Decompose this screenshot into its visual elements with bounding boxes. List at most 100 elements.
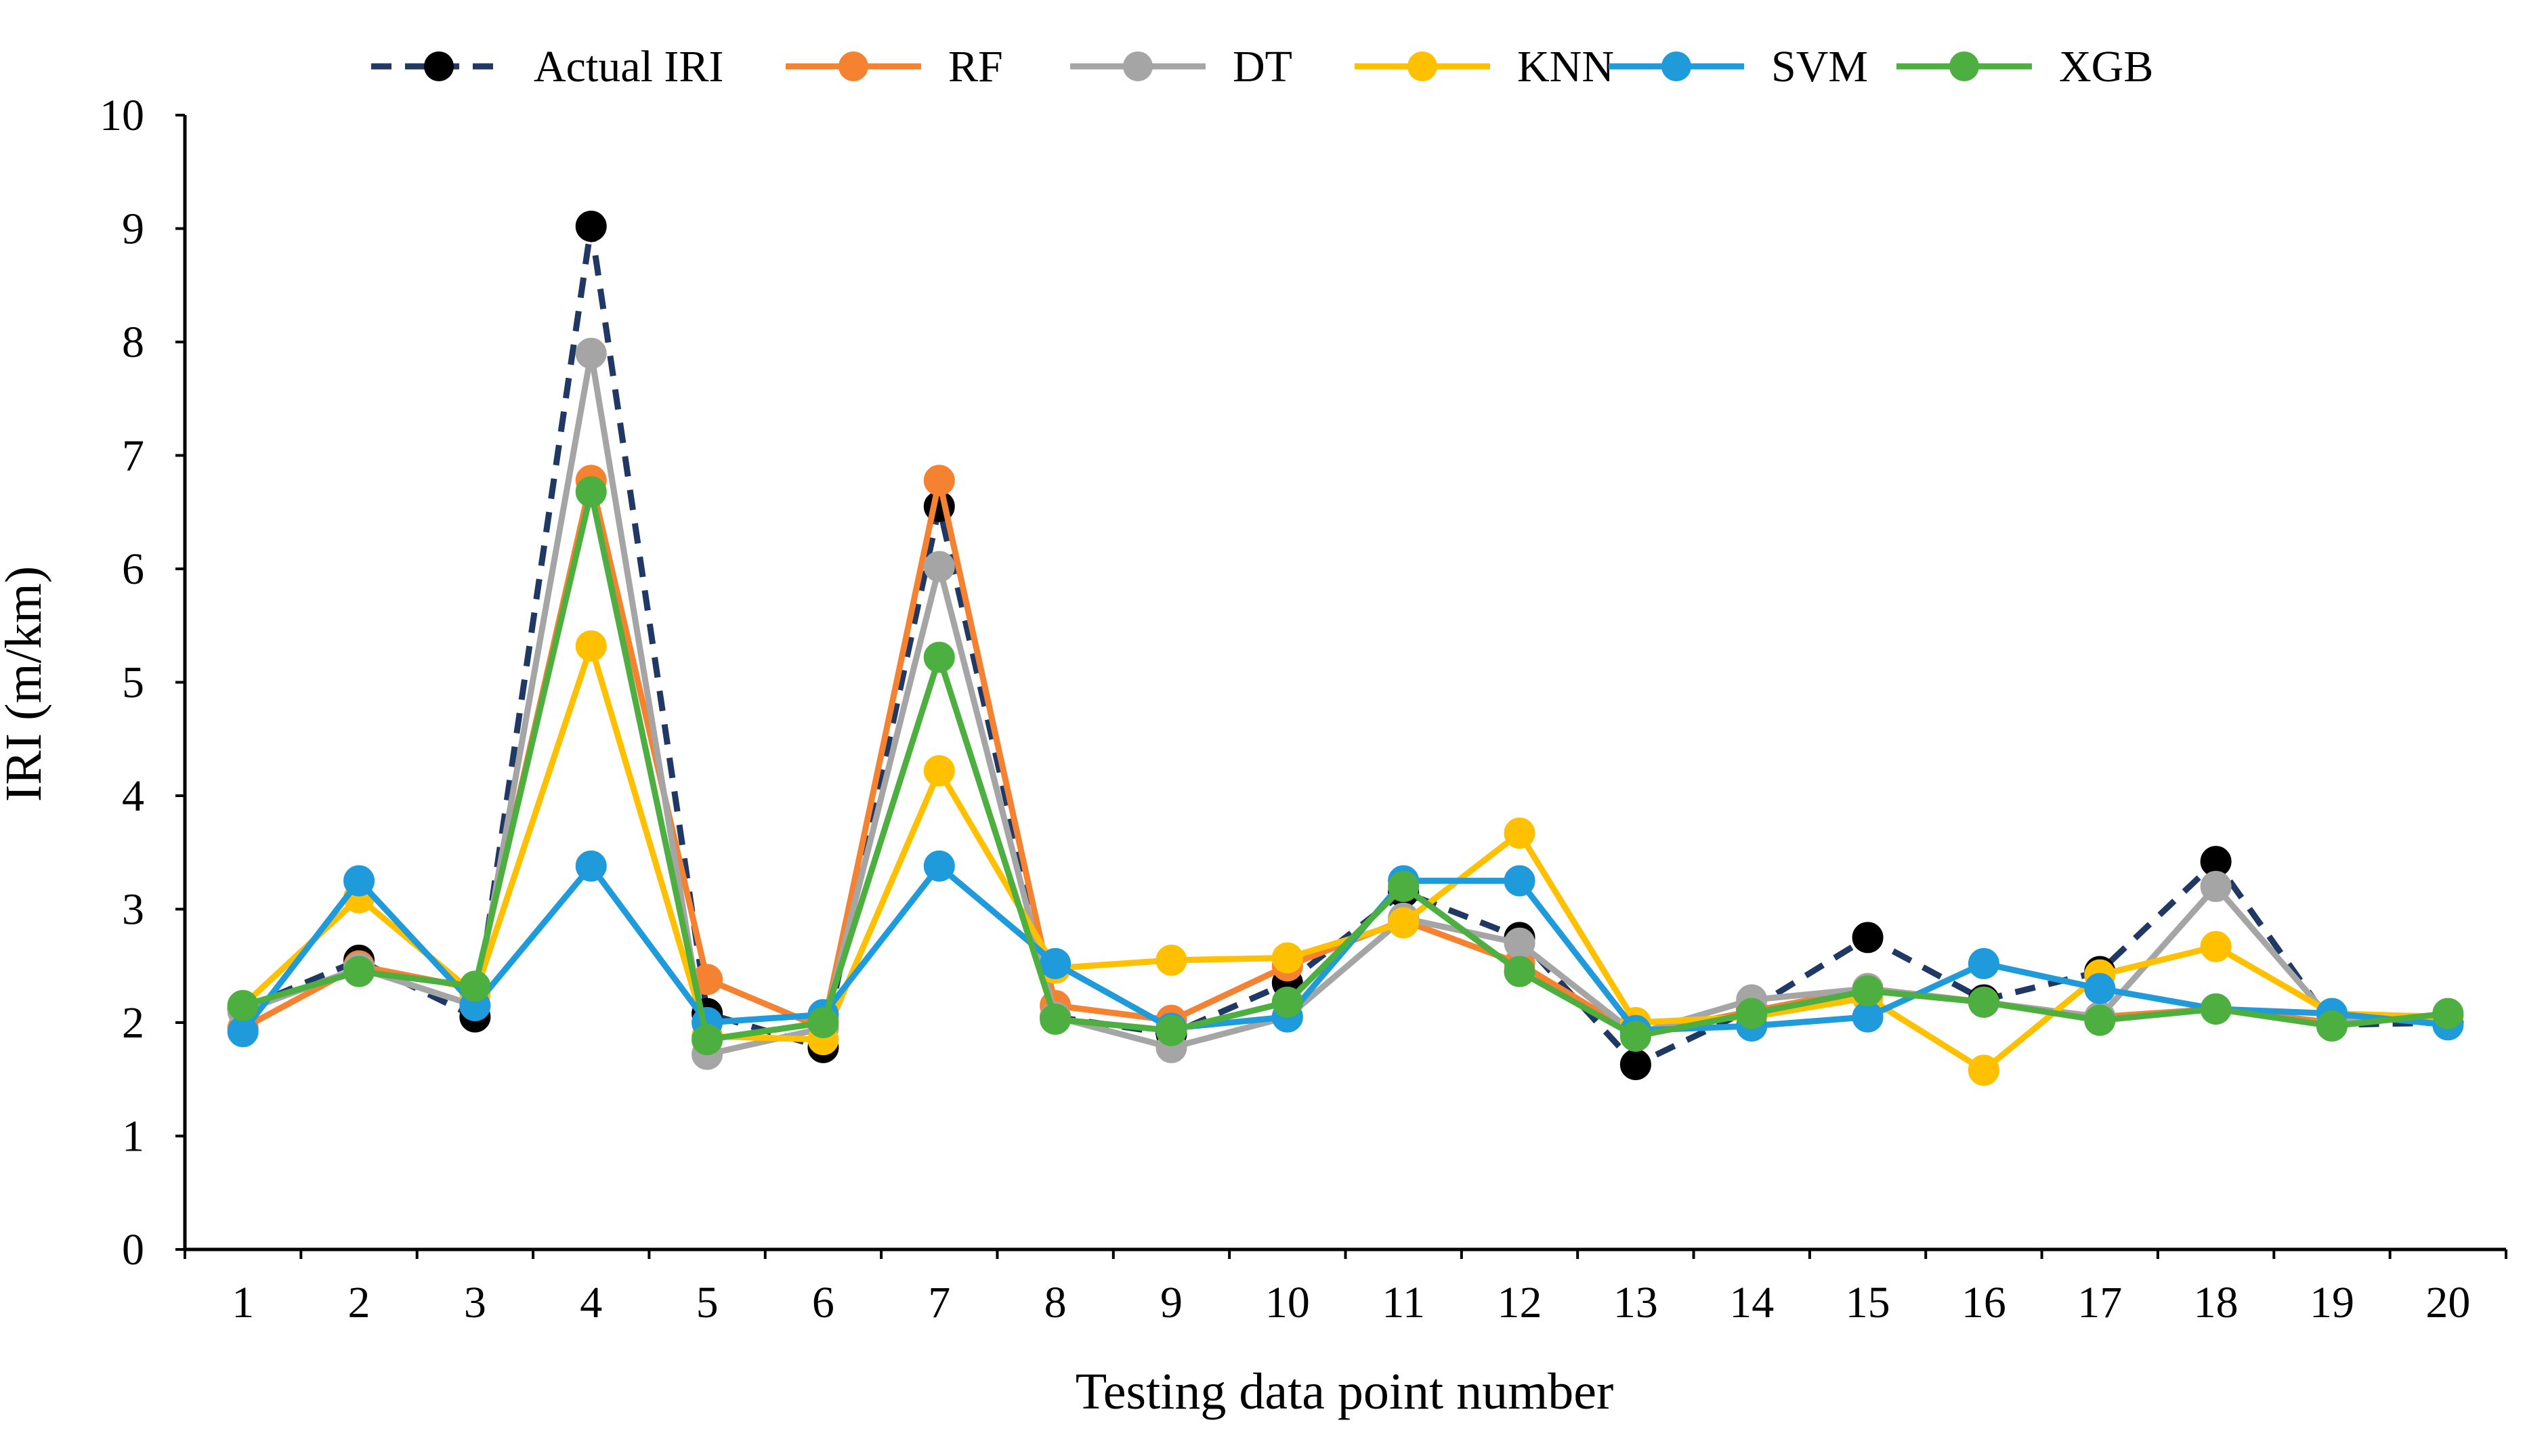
series-dt [227,337,2464,1070]
y-tick-label: 2 [122,998,144,1048]
y-tick-label: 5 [122,658,144,708]
data-point [1968,947,1999,979]
y-tick-label: 8 [122,318,144,367]
y-tick-label: 1 [122,1112,144,1161]
x-tick-label: 14 [1729,1278,1774,1327]
x-axis-title: Testing data point number [1076,1363,1614,1420]
data-point [2200,993,2232,1025]
legend-label: XGB [2059,42,2153,91]
legend-label: RF [948,42,1003,91]
data-point [1968,986,1999,1018]
series-line [240,643,2448,1073]
legend-item-dt: DT [1070,42,1292,91]
legend-swatch-marker [1661,51,1691,81]
data-point [2432,998,2464,1029]
data-point [1736,998,1768,1029]
legend-item-rf: RF [786,42,1003,91]
data-point [575,211,607,242]
data-point [575,337,607,369]
legend-item-svm: SVM [1609,42,1868,91]
legend-swatch-marker [424,51,454,81]
x-tick-label: 1 [232,1278,254,1327]
legend-swatch-marker [1123,51,1153,81]
x-tick-label: 17 [2077,1278,2122,1327]
data-point [343,865,375,897]
legend-item-actual-iri: Actual IRI [371,42,723,91]
series-line [242,488,2448,1043]
data-point [1388,871,1420,902]
data-point [1040,947,1071,979]
data-point [1504,956,1535,987]
x-tick-label: 10 [1265,1278,1310,1327]
data-point [2084,1004,2116,1036]
series-rf [227,465,2464,1050]
data-point [1155,944,1187,976]
data-point [1619,1048,1651,1080]
data-point [2084,972,2116,1004]
data-point [1852,1001,1884,1033]
data-point [343,956,375,987]
data-point [227,989,259,1021]
series-lines [227,211,2464,1086]
data-point [1852,922,1884,954]
data-point [1388,907,1420,939]
legend-swatch-marker [1407,51,1437,81]
legend-swatch-marker [839,51,868,81]
x-tick-label: 16 [1961,1278,2006,1327]
data-point [2200,871,2232,902]
x-tick-label: 9 [1160,1278,1183,1327]
legend-item-knn: KNN [1355,42,1614,91]
data-point [459,970,491,1002]
x-tick-label: 18 [2194,1278,2238,1327]
data-point [807,1007,839,1038]
y-tick-label: 0 [122,1225,144,1275]
x-tick-label: 3 [464,1278,486,1327]
data-point [1271,942,1303,974]
x-tick-label: 15 [1846,1278,1890,1327]
data-point [1968,1054,1999,1086]
data-point [923,755,955,787]
data-point [1040,1003,1071,1035]
x-tick-label: 5 [696,1278,719,1327]
y-tick-label: 4 [122,771,144,821]
x-tick-label: 7 [928,1278,950,1327]
legend: Actual IRI RF DT KNN SVM XGB [371,42,2153,91]
data-point [1504,817,1535,849]
data-point [2200,930,2232,962]
data-point [1504,927,1535,959]
data-point [923,641,955,673]
x-tick-label: 8 [1044,1278,1067,1327]
x-tick-label: 11 [1382,1278,1425,1327]
legend-label: Actual IRI [534,42,723,91]
data-point [923,850,955,882]
x-tick-label: 20 [2425,1278,2470,1327]
legend-label: KNN [1517,42,1614,91]
x-tick-label: 6 [812,1278,834,1327]
data-point [575,630,607,662]
data-point [227,1016,259,1048]
data-point [1271,986,1303,1018]
data-point [1852,975,1884,1007]
series-line [240,863,2448,1034]
y-tick-label: 9 [122,205,144,254]
y-tick-label: 6 [122,544,144,594]
legend-label: SVM [1771,42,1868,91]
data-point [1155,1014,1187,1046]
data-point [923,551,955,582]
data-point [1619,1021,1651,1052]
data-point [575,476,607,508]
legend-swatch-marker [1949,51,1979,81]
data-point [575,850,607,882]
y-axis-title: IRI (m/km) [0,566,52,802]
data-point [2316,1010,2348,1042]
series-xgb [227,476,2464,1056]
data-point [1504,865,1535,897]
x-tick-label: 12 [1498,1278,1542,1327]
y-tick-label: 3 [122,885,144,935]
legend-item-xgb: XGB [1896,42,2153,91]
data-point [923,465,955,496]
legend-label: DT [1233,42,1292,91]
